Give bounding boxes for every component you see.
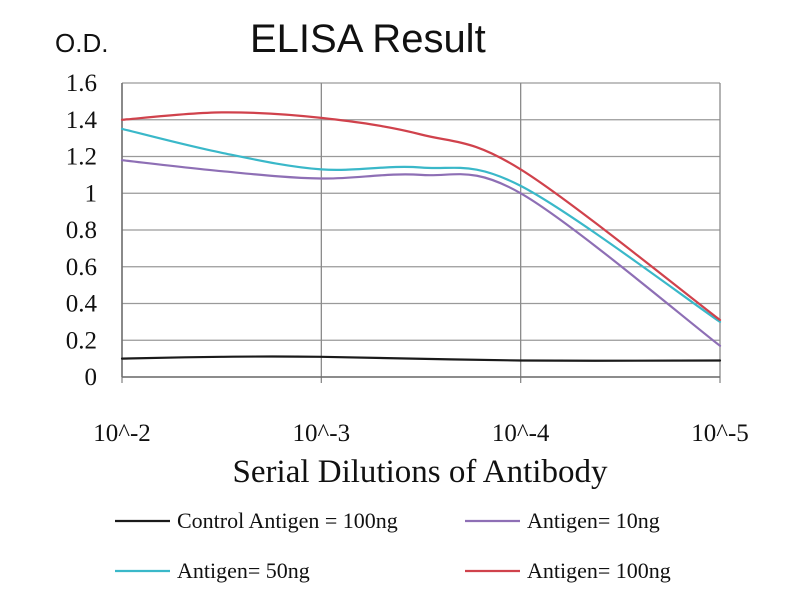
y-tick-label: 0.4 <box>66 291 98 318</box>
series-line <box>120 111 722 322</box>
x-tick-label: 10^-2 <box>93 420 151 447</box>
legend-label: Antigen= 100ng <box>527 558 671 583</box>
legend-label: Control Antigen = 100ng <box>177 508 398 533</box>
y-tick-label: 1.2 <box>66 144 97 171</box>
y-axis-label: O.D. <box>55 28 108 58</box>
chart-title: ELISA Result <box>250 17 486 61</box>
y-tick-label: 0.2 <box>66 327 97 354</box>
legend-label: Antigen= 50ng <box>177 558 310 583</box>
x-tick-label: 10^-3 <box>293 420 351 447</box>
y-tick-label: 1.6 <box>66 70 97 97</box>
gridlines <box>121 82 721 383</box>
x-tick-label: 10^-5 <box>691 420 749 447</box>
series-line <box>120 127 722 323</box>
series-line <box>120 159 722 347</box>
y-tick-labels: 0 0.2 0.4 0.6 0.8 1 1.2 1.4 1.6 <box>66 70 98 391</box>
legend: Control Antigen = 100ng Antigen= 10ng Anti… <box>115 508 671 583</box>
x-tick-labels: 10^-2 10^-3 10^-4 10^-5 <box>93 420 749 447</box>
x-axis-title: Serial Dilutions of Antibody <box>233 454 608 490</box>
x-tick-label: 10^-4 <box>492 420 550 447</box>
legend-label: Antigen= 10ng <box>527 508 660 533</box>
y-tick-label: 1 <box>85 180 98 207</box>
y-tick-label: 0.8 <box>66 217 97 244</box>
y-tick-label: 1.4 <box>66 107 98 134</box>
series-lines <box>120 111 722 362</box>
y-tick-label: 0 <box>85 364 98 391</box>
series-line <box>120 355 722 362</box>
y-tick-label: 0.6 <box>66 254 97 281</box>
axes <box>121 83 720 378</box>
